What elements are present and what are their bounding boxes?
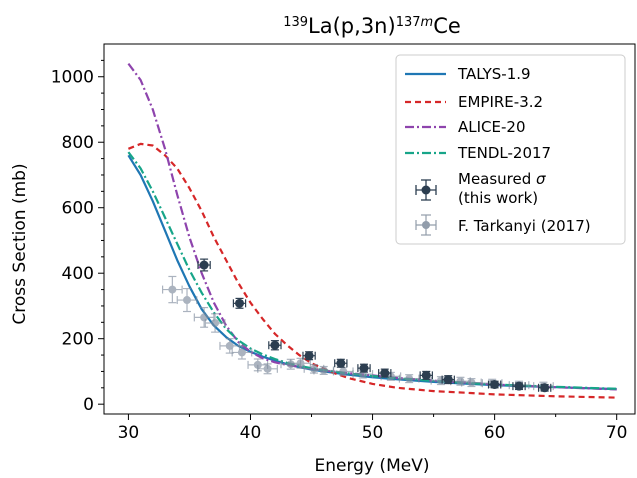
tarkanyi-point [219, 338, 241, 354]
tarkanyi-point [193, 306, 215, 328]
y-tick-label: 0 [83, 395, 94, 415]
measured-point [334, 358, 348, 368]
x-tick-label: 50 [362, 423, 384, 443]
title-reaction: La(p,3n) [308, 14, 396, 38]
plot-frame [103, 43, 636, 415]
y-tick-label: 1000 [51, 68, 94, 88]
legend-box [395, 54, 626, 245]
y-axis-label: Cross Section (mb) [10, 163, 30, 324]
legend-alice-label: ALICE-20 [458, 118, 526, 136]
tarkanyi-point [161, 275, 183, 304]
measured-point [197, 258, 211, 272]
y-tick-label: 800 [62, 133, 94, 153]
legend-tarkanyi-marker [415, 214, 437, 236]
x-axis-label: Energy (MeV) [315, 456, 430, 476]
x-tick-label: 70 [606, 423, 628, 443]
tarkanyi-point [204, 313, 226, 333]
measured-point [232, 297, 247, 309]
chart-title: 139La(p,3n)137mCe [283, 14, 461, 38]
legend-tarkanyi-label: F. Tarkanyi (2017) [458, 217, 591, 235]
y-tick-label: 400 [62, 264, 94, 284]
legend-talys-label: TALYS-1.9 [457, 65, 531, 83]
tarkanyi-point [461, 378, 482, 388]
title-isomer: m [421, 15, 434, 30]
measured-point [419, 370, 433, 380]
y-tick-label: 600 [62, 199, 94, 219]
title-product-mass: 137 [396, 15, 421, 30]
legend-tendl-label: TENDL-2017 [457, 144, 551, 162]
tarkanyi-point [176, 287, 198, 313]
alice-curve [127, 62, 617, 391]
legend-measured-label-prefix: Measured [458, 170, 536, 188]
measured-point [441, 375, 455, 385]
measured-point [302, 351, 316, 361]
measured-point [378, 368, 392, 378]
title-mass-number: 139 [283, 15, 308, 30]
measured-point [487, 380, 502, 390]
experimental-points [161, 258, 554, 393]
legend-measured-marker [415, 179, 437, 201]
legend-empire-label: EMPIRE-3.2 [458, 93, 543, 111]
legend: TALYS-1.9 EMPIRE-3.2 ALICE-20 TENDL-2017… [395, 54, 626, 245]
x-tick-label: 40 [240, 423, 262, 443]
measured-point [357, 363, 371, 373]
y-tick-label: 200 [62, 330, 94, 350]
tarkanyi-point [257, 363, 278, 375]
legend-measured-sigma: σ [536, 170, 546, 188]
legend-measured-label: Measured σ [458, 170, 546, 188]
axis-ticks: 30 40 50 60 70 0 200 400 600 800 1000 [51, 59, 628, 443]
measured-point [268, 340, 282, 351]
tarkanyi-point [398, 374, 420, 384]
x-tick-label: 60 [484, 423, 506, 443]
measured-point [512, 381, 526, 391]
measured-point [537, 383, 552, 393]
x-tick-label: 30 [118, 423, 140, 443]
legend-measured-label-2: (this work) [458, 189, 538, 207]
title-product: Ce [433, 14, 461, 38]
empire-curve [127, 142, 617, 399]
tarkanyi-point [231, 345, 253, 360]
